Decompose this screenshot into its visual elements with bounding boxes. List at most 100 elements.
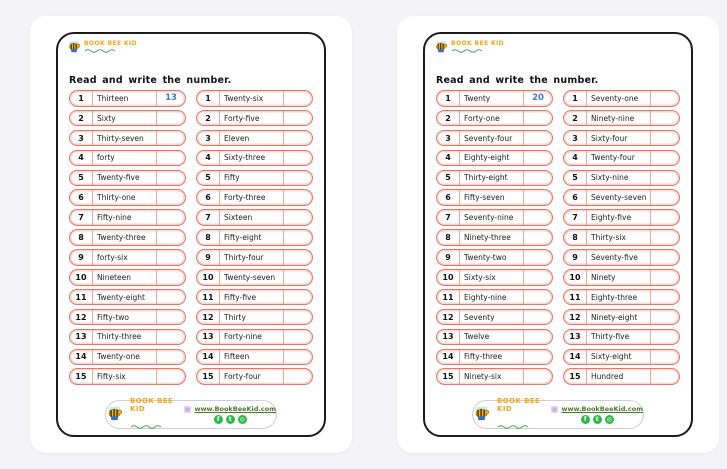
social-icon[interactable]: ◎: [237, 415, 247, 424]
footer-bee-icon-slot: [106, 404, 123, 425]
worksheet-row: 3 Thirty-seven: [69, 129, 186, 147]
worksheet-row: 7 Eighty-five: [563, 209, 680, 226]
row-answer-field[interactable]: [157, 111, 185, 126]
row-answer-field[interactable]: [157, 350, 185, 365]
social-icon[interactable]: ◎: [604, 415, 614, 424]
social-icon[interactable]: f: [213, 415, 223, 424]
worksheet-card-2: Book Bee Kid Read and write the number. …: [397, 16, 719, 453]
row-answer-field[interactable]: [524, 230, 552, 245]
social-icon[interactable]: t: [225, 415, 235, 424]
row-answer-field[interactable]: [524, 290, 552, 305]
logo-tagline-script: [451, 48, 483, 53]
row-answer-field[interactable]: [284, 270, 312, 285]
row-answer-field[interactable]: [651, 270, 679, 285]
row-answer-field[interactable]: [651, 131, 679, 146]
row-word: Twenty-five: [93, 170, 157, 186]
worksheet-row: 15 Ninety-six: [436, 368, 553, 385]
row-answer-field[interactable]: [524, 171, 552, 186]
logo-tagline: [84, 48, 137, 53]
row-answer-field[interactable]: [284, 290, 312, 305]
row-number: 7: [437, 210, 460, 225]
row-answer-field[interactable]: [651, 91, 679, 106]
row-answer-field[interactable]: [157, 230, 185, 245]
row-answer-field[interactable]: [524, 350, 552, 365]
row-answer-field[interactable]: [524, 190, 552, 205]
worksheet-row: 8 Thirty-six: [563, 229, 680, 246]
row-word: Twenty-three: [93, 230, 157, 245]
row-answer-field[interactable]: [284, 131, 312, 146]
row-answer-field[interactable]: [157, 210, 185, 225]
row-word: forty: [93, 150, 157, 166]
row-answer-field[interactable]: [651, 369, 679, 384]
row-answer-field[interactable]: [284, 310, 312, 325]
row-answer-field[interactable]: [524, 111, 552, 126]
row-answer-field[interactable]: [284, 111, 312, 126]
row-answer-field[interactable]: [157, 151, 185, 166]
row-word: Fifty-seven: [460, 190, 524, 205]
row-answer-field[interactable]: [157, 190, 185, 205]
row-answer-field[interactable]: 13: [165, 93, 177, 104]
row-answer-field[interactable]: [157, 250, 185, 265]
row-answer-field[interactable]: [651, 350, 679, 365]
row-answer-field[interactable]: [284, 210, 312, 225]
website-url[interactable]: www.BookBeeKid.com: [561, 405, 643, 413]
row-answer-field[interactable]: [157, 270, 185, 285]
row-number: 14: [70, 349, 93, 365]
row-answer-field[interactable]: [157, 131, 185, 146]
row-answer-field[interactable]: [157, 171, 185, 186]
row-number: 3: [197, 130, 220, 146]
row-word: Twelve: [460, 329, 524, 345]
row-answer-field[interactable]: [157, 290, 185, 305]
row-answer-field[interactable]: [524, 330, 552, 345]
row-answer-field[interactable]: [651, 310, 679, 325]
row-number: 1: [197, 91, 220, 106]
row-number: 7: [70, 210, 93, 225]
row-answer-field[interactable]: [524, 250, 552, 265]
website-url[interactable]: www.BookBeeKid.com: [194, 405, 276, 413]
row-answer-field[interactable]: [651, 171, 679, 186]
social-icon[interactable]: t: [592, 415, 602, 424]
row-answer-field[interactable]: [651, 230, 679, 245]
row-answer-field[interactable]: [651, 210, 679, 225]
row-number: 10: [70, 270, 93, 285]
row-answer-field[interactable]: [284, 171, 312, 186]
row-answer-field[interactable]: [651, 151, 679, 166]
row-answer-field[interactable]: [524, 270, 552, 285]
row-answer-field[interactable]: [157, 369, 185, 384]
footer-tagline: [497, 414, 531, 433]
worksheet-row: 5 Twenty-five: [69, 169, 186, 187]
row-answer-field[interactable]: 20: [532, 93, 544, 104]
worksheet-row: 1 Thirteen 13: [69, 90, 186, 107]
row-answer-field[interactable]: [651, 111, 679, 126]
row-answer-field[interactable]: [651, 290, 679, 305]
row-number: 8: [197, 230, 220, 245]
row-answer-field[interactable]: [524, 151, 552, 166]
row-answer-field[interactable]: [157, 310, 185, 325]
row-number: 12: [197, 309, 220, 325]
worksheet-row: 2 Forty-one: [436, 109, 553, 127]
row-answer-field[interactable]: [284, 250, 312, 265]
row-answer-field[interactable]: [284, 369, 312, 384]
worksheet-row: 12 Seventy: [436, 308, 553, 326]
row-answer-field[interactable]: [651, 250, 679, 265]
row-answer-field[interactable]: [284, 190, 312, 205]
row-answer-field[interactable]: [284, 151, 312, 166]
row-answer-field[interactable]: [524, 310, 552, 325]
row-answer-field[interactable]: [524, 369, 552, 384]
row-answer-field[interactable]: [651, 190, 679, 205]
row-answer-field[interactable]: [284, 350, 312, 365]
row-answer-field[interactable]: [284, 91, 312, 106]
worksheet-row: 11 Eighty-nine: [436, 288, 553, 306]
row-answer-field[interactable]: [157, 330, 185, 345]
row-number: 3: [70, 130, 93, 146]
row-answer-field[interactable]: [284, 330, 312, 345]
worksheet-row: 15 Fifty-six: [69, 368, 186, 385]
row-answer-field[interactable]: [284, 230, 312, 245]
row-answer-field[interactable]: [524, 131, 552, 146]
row-answer-field[interactable]: [651, 330, 679, 345]
row-number: 7: [197, 210, 220, 225]
worksheet-row: 1 Twenty 20: [436, 90, 553, 107]
row-answer-field[interactable]: [524, 210, 552, 225]
row-word: Forty-one: [460, 110, 524, 126]
social-icon[interactable]: f: [580, 415, 590, 424]
